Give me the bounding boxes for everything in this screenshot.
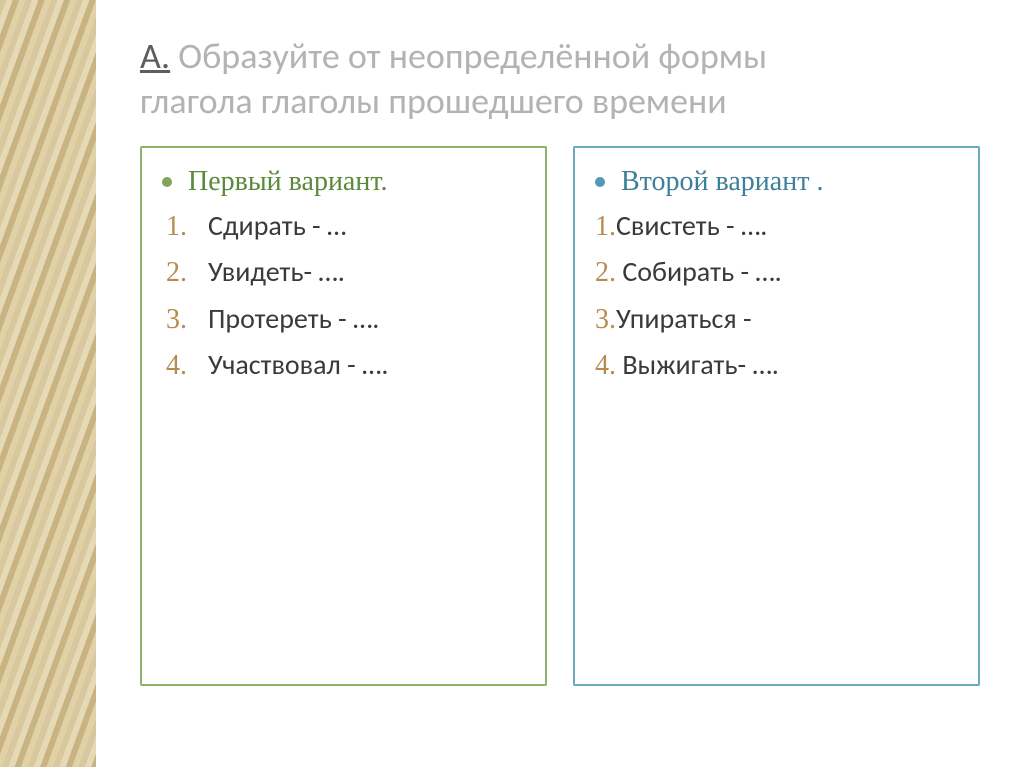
panels-container: Первый вариант. 1. Сдирать - … 2. Увидет…: [140, 146, 980, 686]
list-item: 2. Собирать - ….: [595, 250, 958, 294]
item-text: Протереть - ….: [208, 297, 379, 340]
slide-title: А. Образуйте от неопределённой формы гла…: [140, 34, 980, 124]
item-text: Собирать - ….: [616, 254, 782, 289]
item-text: Свистеть - ….: [616, 208, 767, 243]
left-panel: Первый вариант. 1. Сдирать - … 2. Увидет…: [140, 146, 547, 686]
bullet-icon: [162, 177, 172, 187]
item-number: 3.: [166, 298, 192, 341]
item-text: Участвовал - ….: [208, 343, 388, 386]
item-text: Сдирать - …: [208, 204, 346, 247]
title-line1: Образуйте от неопределённой формы: [170, 34, 767, 78]
right-panel: Второй вариант . 1.Свистеть - …. 2. Соби…: [573, 146, 980, 686]
slide-content: А. Образуйте от неопределённой формы гла…: [96, 0, 1024, 767]
list-item: 1. Сдирать - …: [162, 204, 525, 248]
list-item: 2. Увидеть- ….: [162, 250, 525, 294]
list-item: 4. Участвовал - ….: [162, 343, 525, 387]
list-item: 4. Выжигать- ….: [595, 343, 958, 387]
right-variant-row: Второй вариант .: [595, 166, 958, 198]
item-text: Упираться -: [616, 301, 752, 336]
list-item: 1.Свистеть - ….: [595, 204, 958, 248]
item-number: 2.: [166, 251, 192, 294]
item-number: 3.: [595, 304, 616, 335]
item-number: 4.: [595, 350, 616, 381]
decorative-sidebar: [0, 0, 96, 767]
left-variant-row: Первый вариант.: [162, 166, 525, 198]
item-number: 2.: [595, 257, 616, 288]
list-item: 3. Протереть - ….: [162, 297, 525, 341]
left-list: 1. Сдирать - … 2. Увидеть- …. 3. Протере…: [162, 204, 525, 388]
list-item: 3.Упираться -: [595, 297, 958, 341]
title-emphasis: А.: [140, 34, 170, 78]
right-list: 1.Свистеть - …. 2. Собирать - …. 3.Упира…: [595, 204, 958, 388]
right-variant-label: Второй вариант .: [621, 166, 823, 198]
item-number: 1.: [166, 205, 192, 248]
item-text: Выжигать- ….: [616, 347, 779, 382]
item-text: Увидеть- ….: [208, 250, 345, 293]
title-line2: глагола глаголы прошедшего времени: [140, 79, 727, 123]
left-variant-label: Первый вариант.: [188, 166, 387, 198]
item-number: 1.: [595, 211, 616, 242]
bullet-icon: [595, 177, 605, 187]
item-number: 4.: [166, 344, 192, 387]
